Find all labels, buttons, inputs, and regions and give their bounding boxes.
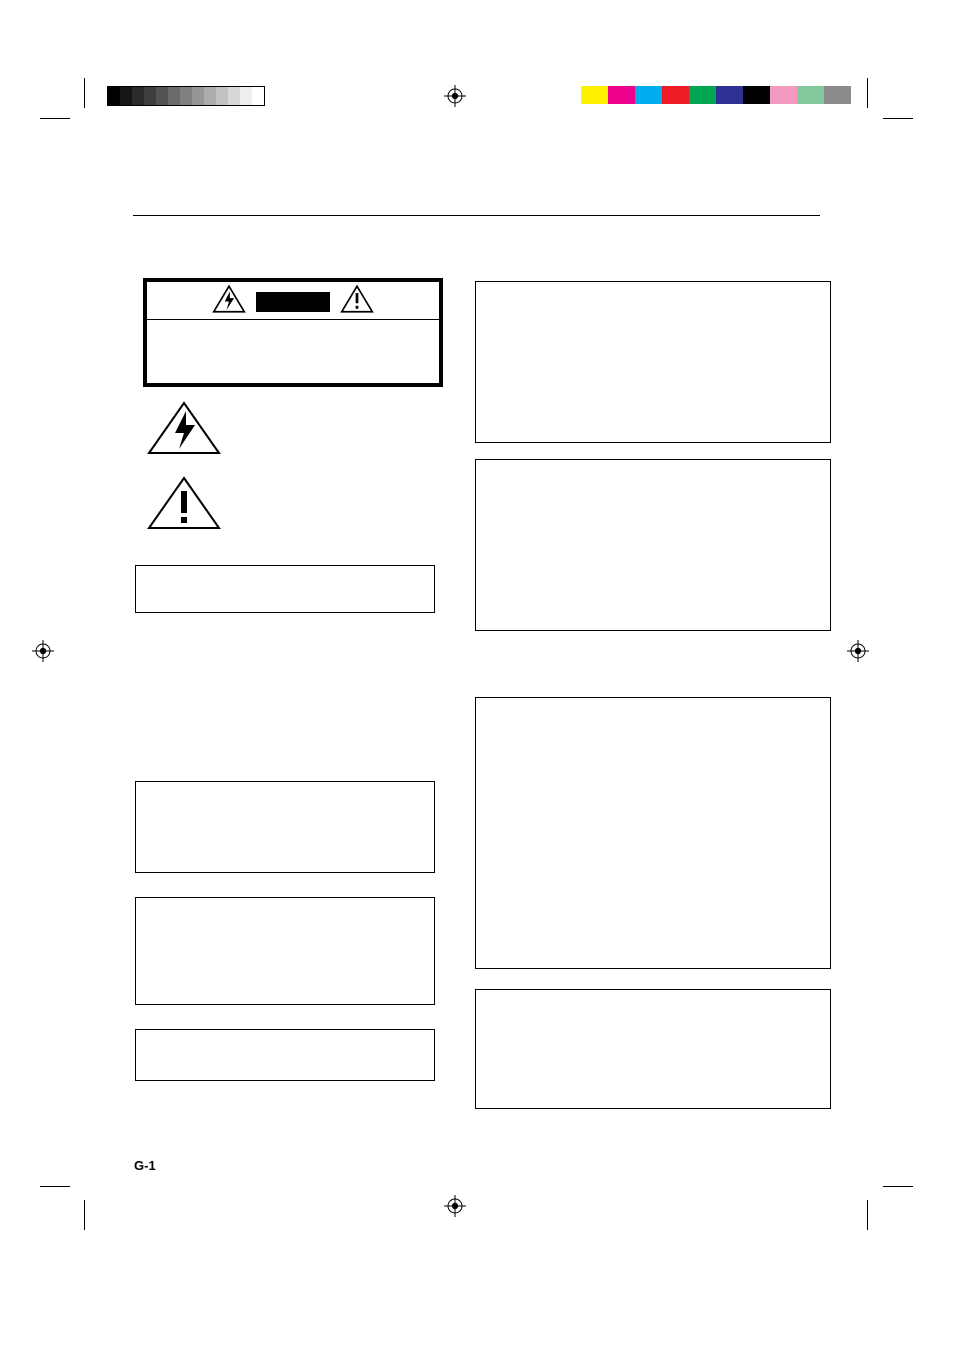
right-column — [475, 278, 831, 1109]
page-content — [133, 155, 820, 1109]
registration-mark-icon — [444, 1195, 466, 1217]
crop-mark-tl-v — [84, 78, 85, 108]
registration-mark-icon — [847, 640, 869, 662]
info-box-3 — [475, 697, 831, 969]
registration-mark-icon — [444, 85, 466, 107]
caution-box — [143, 278, 443, 387]
crop-mark-tr-h — [883, 118, 913, 119]
exclamation-symbol-explain — [145, 474, 453, 537]
shock-hazard-icon — [145, 399, 223, 462]
shock-hazard-icon — [212, 284, 246, 319]
info-box-4 — [475, 989, 831, 1109]
crop-mark-bl-h — [40, 1186, 70, 1187]
grayscale-calibration-bar — [107, 86, 265, 106]
exclamation-triangle-icon — [340, 284, 374, 319]
notice-box-1 — [135, 781, 435, 873]
color-calibration-bar — [581, 86, 851, 104]
notice-box-2 — [135, 897, 435, 1005]
crop-mark-tl-h — [40, 118, 70, 119]
crop-mark-br-h — [883, 1186, 913, 1187]
warning-box — [135, 565, 435, 613]
exclamation-triangle-icon — [145, 474, 223, 537]
info-box-2 — [475, 459, 831, 631]
page-number: G-1 — [134, 1158, 156, 1173]
crop-mark-bl-v — [84, 1200, 85, 1230]
info-box-1 — [475, 281, 831, 443]
caution-label-block — [256, 292, 330, 312]
header-rule — [133, 215, 820, 216]
notice-box-3 — [135, 1029, 435, 1081]
left-column — [133, 278, 453, 1109]
registration-mark-icon — [32, 640, 54, 662]
crop-mark-tr-v — [867, 78, 868, 108]
shock-symbol-explain — [145, 399, 453, 462]
crop-mark-br-v — [867, 1200, 868, 1230]
